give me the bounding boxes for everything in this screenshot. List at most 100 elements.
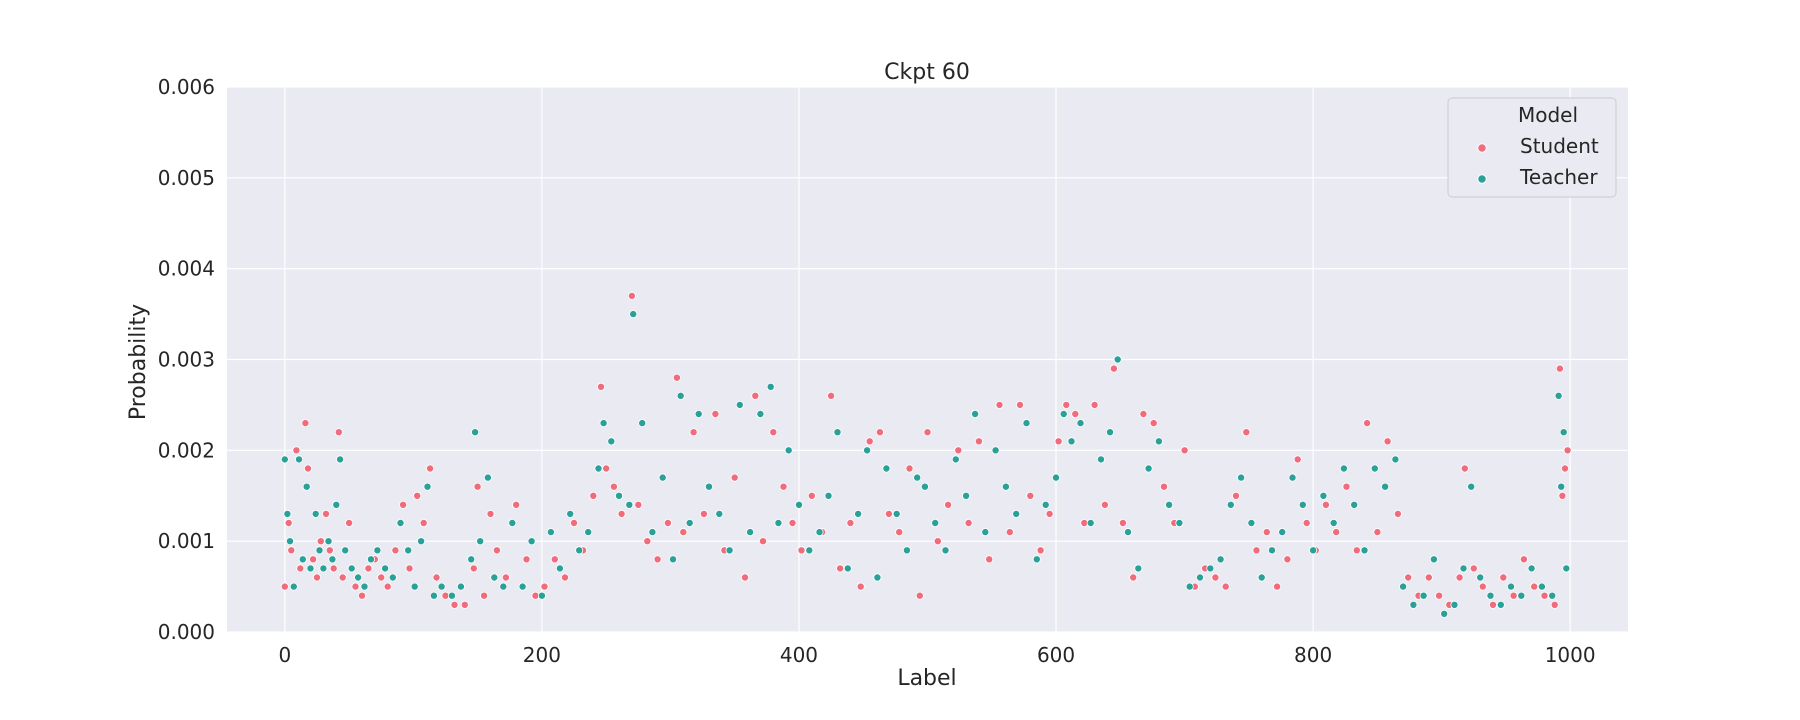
student-point: [1005, 528, 1014, 537]
student-point: [1232, 491, 1241, 500]
student-point: [312, 573, 321, 582]
student-point: [985, 555, 994, 564]
teacher-point: [1052, 473, 1061, 482]
teacher-point: [1409, 600, 1418, 609]
student-point: [846, 519, 855, 528]
x-tick-labels: 0 200 400 600 800 1000: [278, 643, 1595, 667]
student-point: [1540, 591, 1549, 600]
teacher-point: [1196, 573, 1205, 582]
teacher-point: [1185, 582, 1194, 591]
y-tick-label: 0.000: [158, 620, 215, 644]
student-point: [1342, 482, 1351, 491]
teacher-point: [319, 564, 328, 573]
teacher-point: [1022, 419, 1031, 428]
student-point: [1393, 509, 1402, 518]
teacher-point: [658, 473, 667, 482]
teacher-point: [584, 528, 593, 537]
student-point: [1404, 573, 1413, 582]
teacher-point: [705, 482, 714, 491]
x-tick-label: 400: [780, 643, 818, 667]
student-point: [1071, 409, 1080, 418]
teacher-point: [1391, 455, 1400, 464]
student-point: [391, 546, 400, 555]
student-point: [905, 464, 914, 473]
teacher-point: [283, 509, 292, 518]
teacher-point: [873, 573, 882, 582]
student-point: [875, 428, 884, 437]
student-point: [974, 437, 983, 446]
student-point: [964, 519, 973, 528]
teacher-point: [471, 428, 480, 437]
teacher-point: [1288, 473, 1297, 482]
teacher-point: [1257, 573, 1266, 582]
teacher-point: [1557, 482, 1566, 491]
student-point: [486, 509, 495, 518]
teacher-point: [527, 537, 536, 546]
teacher-point: [1097, 455, 1106, 464]
student-point: [884, 509, 893, 518]
student-point: [836, 564, 845, 573]
student-point: [995, 400, 1004, 409]
teacher-point: [833, 428, 842, 437]
student-point: [284, 519, 293, 528]
teacher-point: [1247, 519, 1256, 528]
student-point: [345, 519, 354, 528]
legend-box: [1447, 97, 1617, 198]
student-point: [1561, 464, 1570, 473]
x-tick-label: 0: [278, 643, 291, 667]
student-point: [540, 582, 549, 591]
teacher-point: [1381, 482, 1390, 491]
y-tick-label: 0.004: [158, 257, 215, 281]
student-point: [1118, 519, 1127, 528]
student-point: [1332, 528, 1341, 537]
teacher-point: [882, 464, 891, 473]
student-point: [492, 546, 501, 555]
teacher-point: [1216, 555, 1225, 564]
student-point: [751, 391, 760, 400]
teacher-point: [638, 419, 647, 428]
student-point: [1036, 546, 1045, 555]
student-point: [1180, 446, 1189, 455]
student-point: [329, 564, 338, 573]
student-point: [419, 519, 428, 528]
teacher-point: [280, 455, 289, 464]
student-point: [915, 591, 924, 600]
teacher-point: [715, 509, 724, 518]
teacher-point: [991, 446, 1000, 455]
teacher-point: [1360, 546, 1369, 555]
student-point: [280, 582, 289, 591]
teacher-point: [1309, 546, 1318, 555]
teacher-point: [298, 555, 307, 564]
student-point: [1090, 400, 1099, 409]
teacher-point: [607, 437, 616, 446]
student-point: [617, 509, 626, 518]
teacher-point: [599, 419, 608, 428]
teacher-point: [805, 546, 814, 555]
teacher-point: [381, 564, 390, 573]
student-point: [589, 491, 598, 500]
legend-marker-student: [1477, 143, 1487, 153]
teacher-point: [1459, 564, 1468, 573]
x-tick-label: 800: [1294, 643, 1332, 667]
student-point: [1435, 591, 1444, 600]
teacher-point: [795, 500, 804, 509]
teacher-point: [1339, 464, 1348, 473]
x-tick-label: 200: [523, 643, 561, 667]
student-point: [413, 491, 422, 500]
student-point: [933, 537, 942, 546]
teacher-point: [1319, 491, 1328, 500]
teacher-point: [566, 509, 575, 518]
teacher-point: [941, 546, 950, 555]
teacher-point: [920, 482, 929, 491]
teacher-point: [476, 537, 485, 546]
teacher-point: [629, 310, 638, 319]
student-point: [1373, 528, 1382, 537]
student-point: [473, 482, 482, 491]
student-point: [923, 428, 932, 437]
student-point: [1363, 419, 1372, 428]
student-point: [1160, 482, 1169, 491]
student-point: [1302, 519, 1311, 528]
student-point: [480, 591, 489, 600]
teacher-point: [774, 519, 783, 528]
teacher-point: [1399, 582, 1408, 591]
